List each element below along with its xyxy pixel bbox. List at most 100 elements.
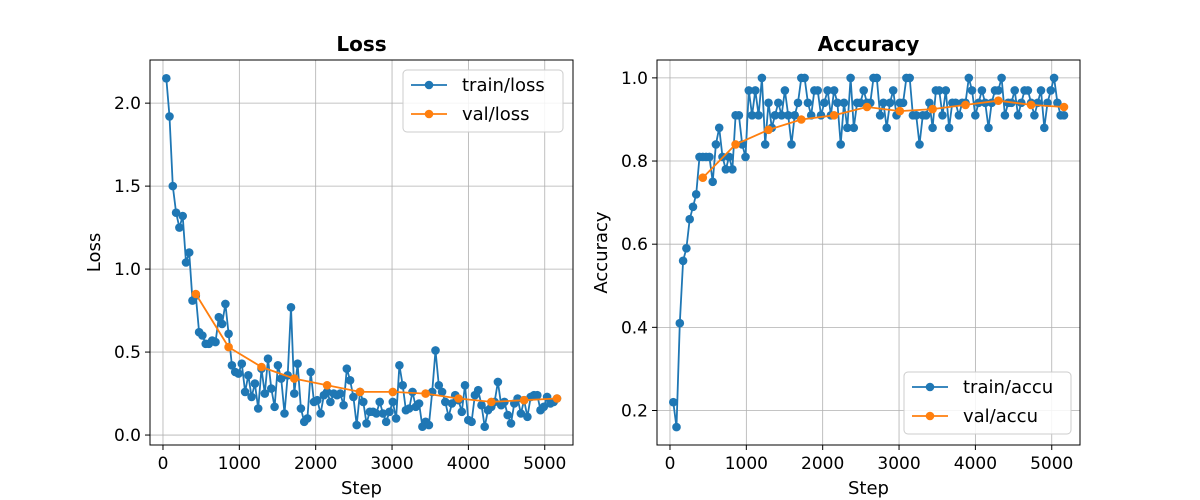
loss-data-point xyxy=(408,387,417,397)
loss-data-point xyxy=(257,362,266,372)
loss-data-point xyxy=(381,417,391,427)
accuracy-data-point xyxy=(921,111,931,120)
accuracy-series-line xyxy=(702,99,1065,179)
accuracy-data-point xyxy=(675,318,685,328)
accuracy-data-point xyxy=(669,397,678,407)
loss-x-tick-label: 4000 xyxy=(447,454,490,474)
loss-data-point xyxy=(395,361,404,370)
loss-data-point xyxy=(473,385,483,395)
loss-data-point xyxy=(267,384,276,393)
accuracy-data-point xyxy=(797,115,806,124)
loss-data-point xyxy=(523,412,532,422)
accuracy-data-point xyxy=(780,86,790,95)
accuracy-x-tick-label: 5000 xyxy=(1030,454,1073,474)
accuracy-data-point xyxy=(856,98,865,108)
accuracy-data-point xyxy=(803,98,813,108)
loss-data-point xyxy=(162,74,171,83)
loss-data-point xyxy=(539,402,549,412)
accuracy-data-point xyxy=(731,140,740,149)
accuracy-data-point xyxy=(774,98,783,108)
accuracy-data-point xyxy=(734,111,744,120)
accuracy-data-point xyxy=(862,102,872,112)
accuracy-data-point xyxy=(1053,98,1062,108)
accuracy-data-point xyxy=(977,86,987,95)
loss-data-point xyxy=(322,387,332,397)
accuracy-series-train xyxy=(669,73,1069,432)
loss-data-point xyxy=(339,400,348,410)
accuracy-data-point xyxy=(885,98,895,108)
accuracy-x-tick-label: 2000 xyxy=(801,454,844,474)
loss-data-point xyxy=(168,181,178,191)
loss-data-point xyxy=(260,389,270,398)
accuracy-data-point xyxy=(1000,111,1010,120)
accuracy-data-point xyxy=(777,111,786,120)
loss-legend-marker-train xyxy=(424,80,434,90)
accuracy-legend-label-val: val/accu xyxy=(963,406,1038,427)
loss-chart: 0 1000 2000 3000 4000 5000 0.0 0.5 1.0 1.5 2.0 Los… xyxy=(84,32,574,499)
loss-y-tick-label: 0.5 xyxy=(114,343,141,363)
accuracy-data-point xyxy=(888,86,898,95)
accuracy-data-point xyxy=(747,111,757,120)
loss-y-tick-label: 2.0 xyxy=(114,94,141,114)
loss-series-layer xyxy=(162,74,562,432)
accuracy-data-point xyxy=(882,123,891,133)
loss-data-point xyxy=(165,112,174,121)
loss-data-point xyxy=(290,389,299,398)
loss-data-point xyxy=(388,397,398,407)
accuracy-axes-frame xyxy=(656,59,1081,446)
accuracy-data-point xyxy=(961,100,970,110)
accuracy-chart-title: Accuracy xyxy=(818,32,920,56)
loss-data-point xyxy=(375,397,385,407)
accuracy-data-point xyxy=(971,111,980,120)
loss-data-point xyxy=(359,397,368,407)
loss-data-point xyxy=(247,392,256,402)
accuracy-data-point xyxy=(714,123,724,133)
accuracy-data-point xyxy=(790,111,799,120)
loss-data-point xyxy=(221,299,230,309)
loss-ticks: 0 1000 2000 3000 4000 5000 0.0 0.5 1.0 1.5 2.0 xyxy=(114,94,566,474)
loss-axes-frame xyxy=(149,59,574,446)
loss-data-point xyxy=(437,387,447,397)
accuracy-data-point xyxy=(872,73,882,83)
accuracy-data-point xyxy=(800,73,809,83)
loss-legend-label-val: val/loss xyxy=(462,104,530,125)
loss-y-tick-label: 1.5 xyxy=(114,177,141,197)
loss-data-point xyxy=(286,303,296,312)
loss-data-point xyxy=(296,404,306,413)
loss-chart-title: Loss xyxy=(336,32,386,56)
accuracy-data-point xyxy=(928,104,937,114)
loss-legend: train/loss val/loss xyxy=(402,69,564,133)
loss-data-point xyxy=(372,409,381,418)
loss-data-point xyxy=(191,289,201,299)
loss-data-point xyxy=(431,346,440,355)
accuracy-data-point xyxy=(951,98,960,108)
accuracy-chart: 0 1000 2000 3000 4000 5000 0.2 0.4 0.6 0.8 1.0 Acc… xyxy=(591,32,1081,499)
loss-data-point xyxy=(303,414,312,423)
loss-data-point xyxy=(493,377,503,387)
accuracy-data-point xyxy=(754,111,763,120)
loss-data-point xyxy=(487,397,496,407)
loss-data-point xyxy=(224,342,233,352)
accuracy-data-point xyxy=(691,190,701,199)
accuracy-data-point xyxy=(905,73,914,83)
loss-data-point xyxy=(421,389,430,398)
loss-data-point xyxy=(270,402,279,412)
accuracy-series-val xyxy=(698,96,1069,182)
accuracy-data-point xyxy=(829,111,839,120)
accuracy-data-point xyxy=(783,111,793,120)
loss-data-point xyxy=(184,248,194,257)
accuracy-data-point xyxy=(764,125,773,135)
accuracy-data-point xyxy=(846,73,855,83)
accuracy-data-point xyxy=(967,86,977,95)
accuracy-data-point xyxy=(708,177,717,187)
accuracy-data-point xyxy=(705,152,714,162)
loss-series-line xyxy=(195,293,558,403)
accuracy-data-point xyxy=(760,140,770,149)
loss-data-point xyxy=(240,387,250,397)
loss-data-point xyxy=(519,395,529,405)
loss-data-point xyxy=(444,412,453,422)
loss-data-point xyxy=(385,407,394,417)
accuracy-data-point xyxy=(829,86,839,95)
accuracy-data-point xyxy=(728,165,737,174)
